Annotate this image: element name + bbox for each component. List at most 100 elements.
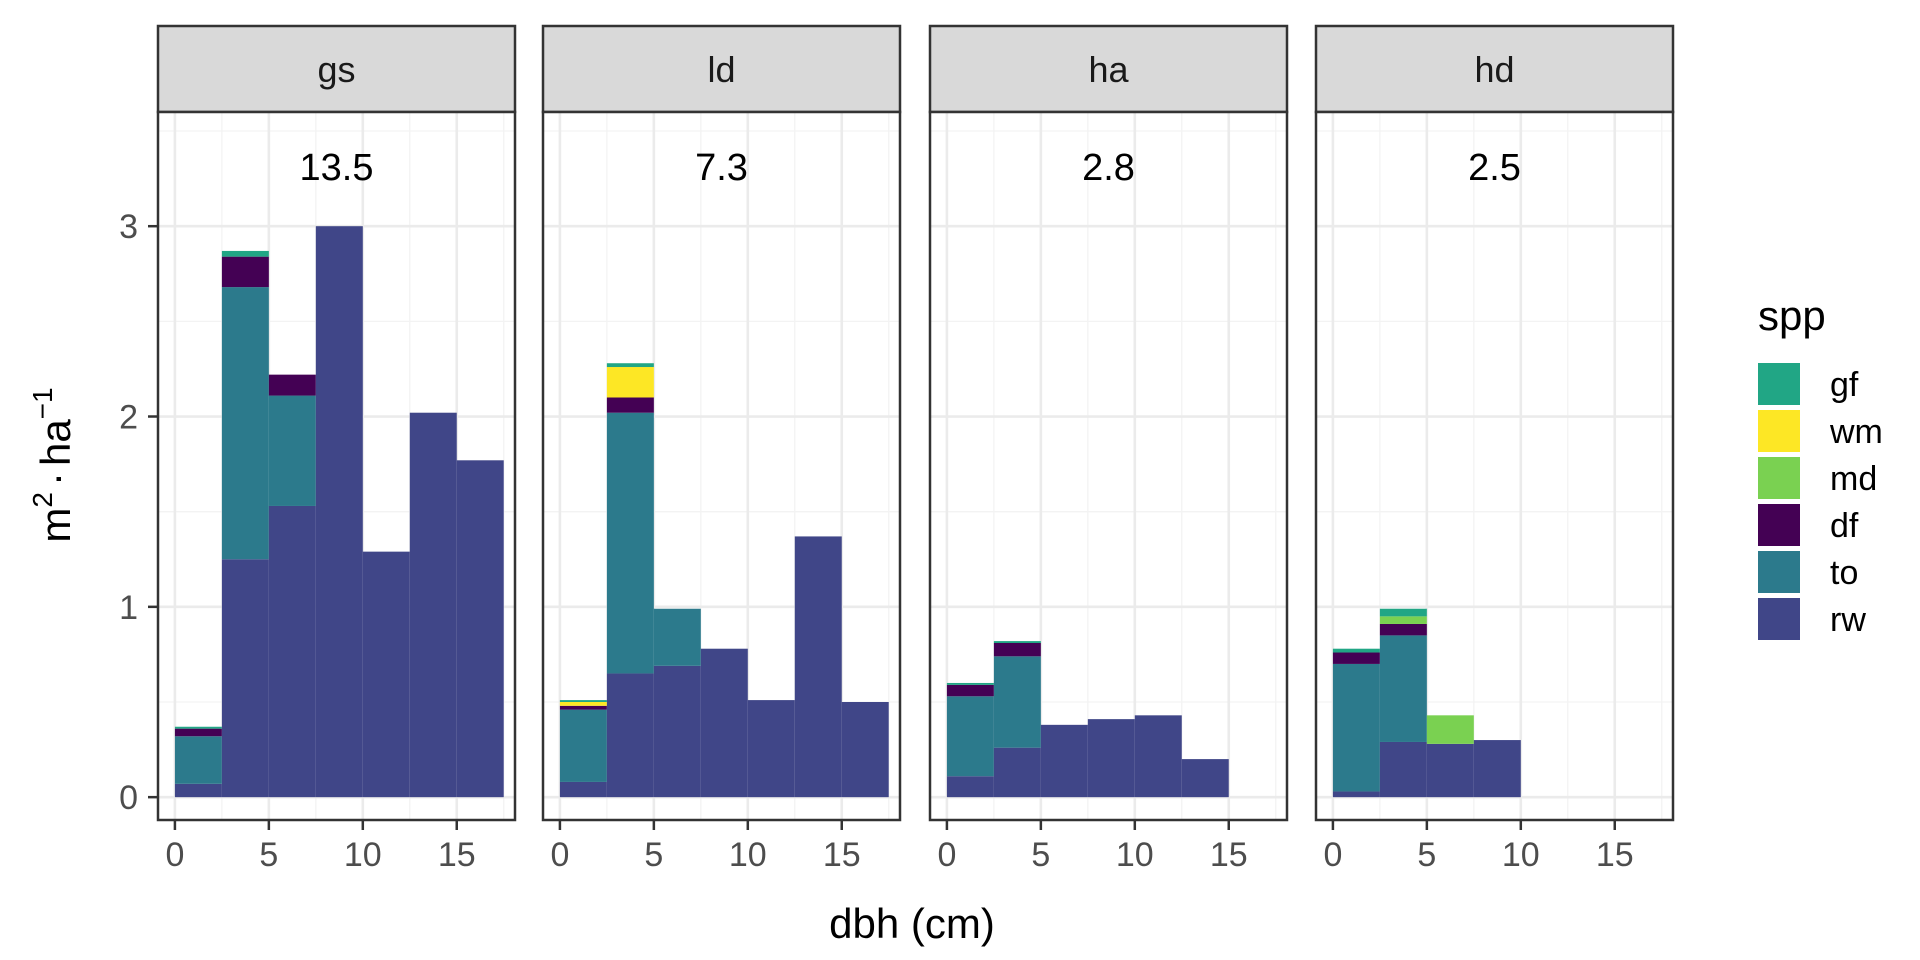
legend-key-wm: [1758, 410, 1800, 452]
panel-border: [1314, 110, 1675, 822]
bar-segment-to: [606, 412, 654, 674]
bar-segment-rw: [362, 551, 410, 798]
legend-key-rw: [1758, 598, 1800, 640]
x-tick-label: 10: [1502, 836, 1540, 874]
bar-segment-df: [1332, 652, 1380, 664]
legend-label-df: df: [1830, 507, 1859, 545]
x-tick-label: 10: [1116, 836, 1154, 874]
bar-segment-gf: [606, 363, 654, 368]
bar-segment-md: [1379, 616, 1427, 624]
legend-key-gf: [1758, 363, 1800, 405]
x-axis-title: dbh (cm): [829, 900, 995, 947]
bar-segment-rw: [456, 460, 504, 798]
bar-segment-gf: [221, 250, 269, 257]
bar-segment-gf: [559, 700, 607, 702]
panel-total-label: 2.8: [1082, 147, 1135, 189]
facet-panel-gs: gs 13.5 0 5 10 15: [156, 24, 517, 874]
legend-label-rw: rw: [1830, 601, 1866, 639]
x-tick-label: 5: [644, 836, 663, 874]
bar-segment-rw: [221, 559, 269, 798]
legend-label-md: md: [1830, 460, 1877, 498]
x-tick-label: 5: [1417, 836, 1436, 874]
bar-segment-rw: [1087, 719, 1135, 798]
y-axis-title: m2 · ha−1: [27, 387, 79, 542]
bar-segment-rw: [700, 648, 748, 798]
x-tick-label: 15: [823, 836, 861, 874]
legend: spp gf wm md df to rw: [1758, 292, 1883, 640]
bar-segment-rw: [1426, 743, 1474, 798]
bar-segment-rw: [559, 781, 607, 798]
bar-segment-rw: [794, 536, 842, 798]
bar-segment-wm: [559, 702, 607, 706]
bar-segment-rw: [268, 505, 316, 798]
bar-segment-rw: [747, 700, 795, 798]
x-tick-label: 10: [729, 836, 767, 874]
legend-label-to: to: [1830, 554, 1858, 592]
bar-segment-to: [993, 656, 1041, 748]
x-tick-label: 15: [438, 836, 476, 874]
legend-label-gf: gf: [1830, 366, 1859, 404]
facet-strip-label: ha: [1088, 49, 1129, 90]
bar-segment-gf: [174, 726, 222, 729]
bar-segment-rw: [1134, 715, 1182, 798]
x-tick-label: 5: [1031, 836, 1050, 874]
panel-total-label: 13.5: [300, 147, 374, 189]
bar-segment-rw: [1379, 741, 1427, 798]
bar-segment-df: [946, 684, 994, 697]
bar-segment-rw: [1181, 759, 1229, 798]
y-tick-label: 2: [119, 399, 138, 437]
bar-segment-rw: [606, 673, 654, 798]
x-tick-label: 15: [1596, 836, 1634, 874]
bar-segment-gf: [993, 641, 1041, 643]
bar-segment-rw: [174, 783, 222, 798]
y-tick-label: 3: [119, 208, 138, 246]
x-tick-label: 15: [1210, 836, 1248, 874]
panel-border: [156, 110, 517, 822]
bar-segment-to: [1379, 635, 1427, 742]
bar-segment-to: [1332, 663, 1380, 792]
bar-segment-to: [653, 608, 701, 666]
x-tick-label: 10: [344, 836, 382, 874]
bar-segment-df: [221, 256, 269, 288]
panel-border: [541, 110, 902, 822]
y-tick-label: 0: [119, 779, 138, 817]
bar-segment-to: [221, 287, 269, 560]
x-tick-label: 5: [259, 836, 278, 874]
x-tick-label: 0: [937, 836, 956, 874]
bar-segment-rw: [409, 412, 457, 798]
facet-strip: [156, 24, 517, 114]
facet-panel-ld: ld 7.3 0 5 10 15: [541, 24, 902, 874]
bar-segment-rw: [841, 702, 889, 798]
bar-segment-md: [1426, 715, 1474, 744]
legend-key-df: [1758, 504, 1800, 546]
facet-panels: gs 13.5 0 5 10 15 ld 7.3 0 5 10 15 ha 2.8 0 5 10 15 hd 2.5 0…: [156, 24, 1675, 874]
facet-panel-hd: hd 2.5 0 5 10 15: [1314, 24, 1675, 874]
bar-segment-rw: [1040, 724, 1088, 798]
panel-total-label: 7.3: [695, 147, 748, 189]
facet-strip-label: hd: [1474, 49, 1514, 90]
bar-segment-rw: [315, 226, 363, 798]
x-tick-label: 0: [550, 836, 569, 874]
bar-segment-gf: [1332, 648, 1380, 653]
bar-segment-df: [268, 374, 316, 396]
x-tick-label: 0: [1323, 836, 1342, 874]
bar-segment-to: [268, 395, 316, 506]
bar-segment-to: [946, 696, 994, 777]
bar-segment-rw: [993, 747, 1041, 798]
y-title-dot: ·: [32, 472, 79, 486]
bar-segment-to: [559, 709, 607, 782]
bar-segment-rw: [1332, 791, 1380, 798]
panel-border: [928, 110, 1289, 822]
bar-segment-df: [559, 705, 607, 710]
y-title-exponent-2: 2: [27, 492, 58, 508]
bar-segment-gf: [1379, 608, 1427, 617]
bar-segment-df: [174, 728, 222, 737]
legend-label-wm: wm: [1829, 413, 1883, 451]
facet-panel-ha: ha 2.8 0 5 10 15: [928, 24, 1289, 874]
bar-segment-df: [1379, 623, 1427, 636]
legend-key-md: [1758, 457, 1800, 499]
bar-segment-gf: [946, 682, 994, 685]
y-title-exponent-neg1: −1: [27, 387, 58, 419]
y-tick-label: 1: [119, 589, 138, 627]
